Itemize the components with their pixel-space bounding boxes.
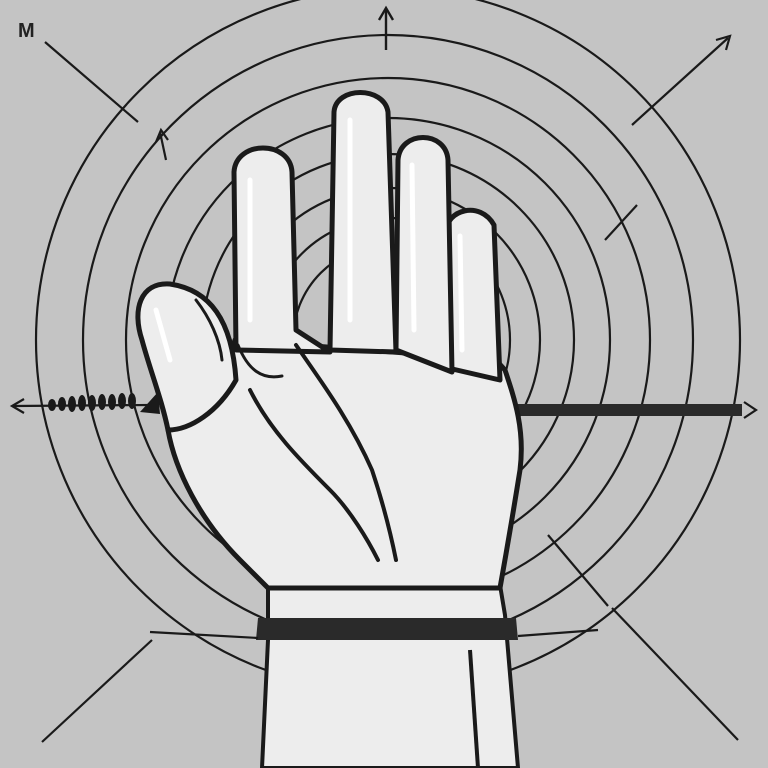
diagonal-line-top-right bbox=[631, 37, 729, 126]
arrow-up-icon bbox=[377, 5, 395, 50]
finger-ring bbox=[393, 135, 455, 375]
direction-lines bbox=[41, 34, 739, 743]
palm-crease-1 bbox=[294, 343, 398, 562]
raised-open-hand-icon bbox=[135, 90, 524, 591]
corner-label: M bbox=[18, 20, 36, 42]
diagonal-line-top-left bbox=[44, 41, 139, 123]
finger-thumb bbox=[135, 281, 239, 433]
diagonal-line-bottom-left bbox=[41, 639, 153, 743]
palm-crease-3 bbox=[236, 343, 284, 379]
mid-right-tick bbox=[604, 204, 638, 241]
diagonal-line-bottom-right bbox=[611, 607, 739, 741]
lower-right-stroke bbox=[547, 534, 609, 607]
arrow-right-icon bbox=[510, 401, 758, 419]
mid-left-tick bbox=[158, 131, 168, 161]
finger-highlights bbox=[153, 117, 465, 363]
small-arrow-icon bbox=[154, 127, 169, 143]
finger-index bbox=[231, 145, 333, 355]
palm-crease-2 bbox=[248, 388, 380, 562]
diagonal-arrow-icon bbox=[715, 34, 732, 51]
wrist-band bbox=[256, 618, 518, 640]
thumb-crease bbox=[194, 298, 224, 362]
forearm bbox=[149, 583, 599, 768]
finger-middle bbox=[327, 90, 399, 355]
